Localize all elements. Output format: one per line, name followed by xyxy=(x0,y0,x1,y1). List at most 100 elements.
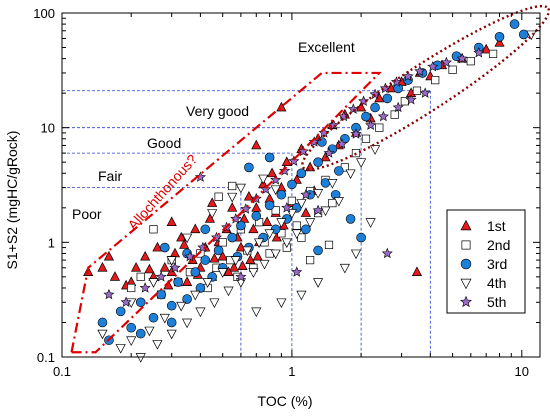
data-point xyxy=(390,76,402,87)
data-point xyxy=(173,277,183,287)
data-point xyxy=(414,65,426,77)
data-point xyxy=(148,278,159,288)
data-point xyxy=(139,282,151,293)
data-point xyxy=(267,167,278,178)
data-point xyxy=(287,179,297,190)
series-3rd xyxy=(97,19,529,346)
data-point xyxy=(264,152,275,163)
data-point xyxy=(301,224,311,235)
data-point xyxy=(195,307,206,318)
data-point xyxy=(166,329,177,340)
data-point xyxy=(223,286,234,297)
data-point xyxy=(236,220,246,231)
data-point xyxy=(126,322,137,333)
legend-label-3rd: 3rd xyxy=(487,256,507,272)
allochthonous-envelope xyxy=(70,71,382,354)
data-point xyxy=(244,162,254,173)
data-point xyxy=(361,134,371,143)
data-point xyxy=(509,19,520,29)
data-point xyxy=(97,329,108,340)
data-point xyxy=(369,145,381,155)
class-label-poor: Poor xyxy=(72,206,102,222)
data-point xyxy=(202,278,213,288)
data-point xyxy=(419,87,431,98)
class-label-very-good: Very good xyxy=(186,103,249,119)
data-point xyxy=(176,231,187,242)
data-point xyxy=(148,312,159,323)
data-point xyxy=(228,181,237,191)
data-point xyxy=(207,209,218,219)
plot-frame xyxy=(61,12,541,358)
data-point xyxy=(328,119,340,130)
data-point xyxy=(248,268,259,278)
data-point xyxy=(252,250,263,261)
data-point xyxy=(135,353,146,363)
data-point xyxy=(230,256,241,266)
data-point xyxy=(235,271,247,282)
data-point xyxy=(97,317,108,328)
data-point xyxy=(350,128,362,139)
data-point xyxy=(339,263,350,274)
data-point xyxy=(345,169,356,180)
data-point xyxy=(195,283,206,293)
data-point xyxy=(281,202,293,213)
data-point xyxy=(251,139,262,150)
y-tick-label: 1 xyxy=(48,235,55,250)
data-point xyxy=(276,189,287,200)
y-tick-label: 10 xyxy=(41,121,55,136)
legend-label-1st: 1st xyxy=(487,218,506,234)
data-point xyxy=(200,255,211,265)
data-point xyxy=(347,103,359,114)
data-point xyxy=(258,174,269,185)
data-point xyxy=(190,267,201,277)
data-point xyxy=(115,306,126,317)
data-point xyxy=(365,218,376,228)
data-point xyxy=(156,289,166,300)
data-point xyxy=(214,192,223,201)
data-point xyxy=(194,171,206,182)
data-point xyxy=(270,185,281,196)
x-tick-label: 10 xyxy=(515,364,529,379)
data-point xyxy=(264,200,275,211)
data-point xyxy=(323,147,335,158)
data-point xyxy=(327,179,338,189)
data-point xyxy=(411,266,423,276)
data-point xyxy=(152,340,163,350)
data-point xyxy=(136,272,145,281)
data-point xyxy=(197,241,209,253)
data-point xyxy=(473,46,485,58)
data-point xyxy=(97,262,108,272)
y-tick-label: 100 xyxy=(33,6,55,21)
data-point xyxy=(287,196,296,205)
data-point xyxy=(405,94,417,105)
data-point xyxy=(217,268,228,278)
data-point xyxy=(296,199,307,209)
data-point xyxy=(427,60,439,72)
data-point xyxy=(190,223,201,234)
data-point xyxy=(313,278,324,288)
data-point xyxy=(270,174,282,185)
data-point xyxy=(166,216,177,226)
data-point xyxy=(291,266,303,277)
axes: 0.1 1 10 0.1 1 10 100 xyxy=(33,6,540,379)
y-tick-label: 0.1 xyxy=(37,350,55,365)
data-point xyxy=(361,111,371,122)
data-point xyxy=(223,266,234,276)
data-point xyxy=(213,245,224,256)
series-4th xyxy=(97,30,537,363)
data-point xyxy=(259,259,270,270)
data-point xyxy=(166,317,177,328)
data-point xyxy=(159,313,170,324)
data-point xyxy=(440,56,452,68)
data-point xyxy=(115,344,126,354)
data-point xyxy=(382,93,393,104)
data-point xyxy=(313,157,323,167)
data-point xyxy=(296,290,307,301)
data-point xyxy=(317,137,327,147)
data-point xyxy=(381,247,393,259)
legend-marker-3rd xyxy=(460,258,472,270)
data-point xyxy=(135,297,146,308)
data-point xyxy=(324,240,334,249)
data-point xyxy=(152,241,163,252)
data-point xyxy=(140,250,151,261)
